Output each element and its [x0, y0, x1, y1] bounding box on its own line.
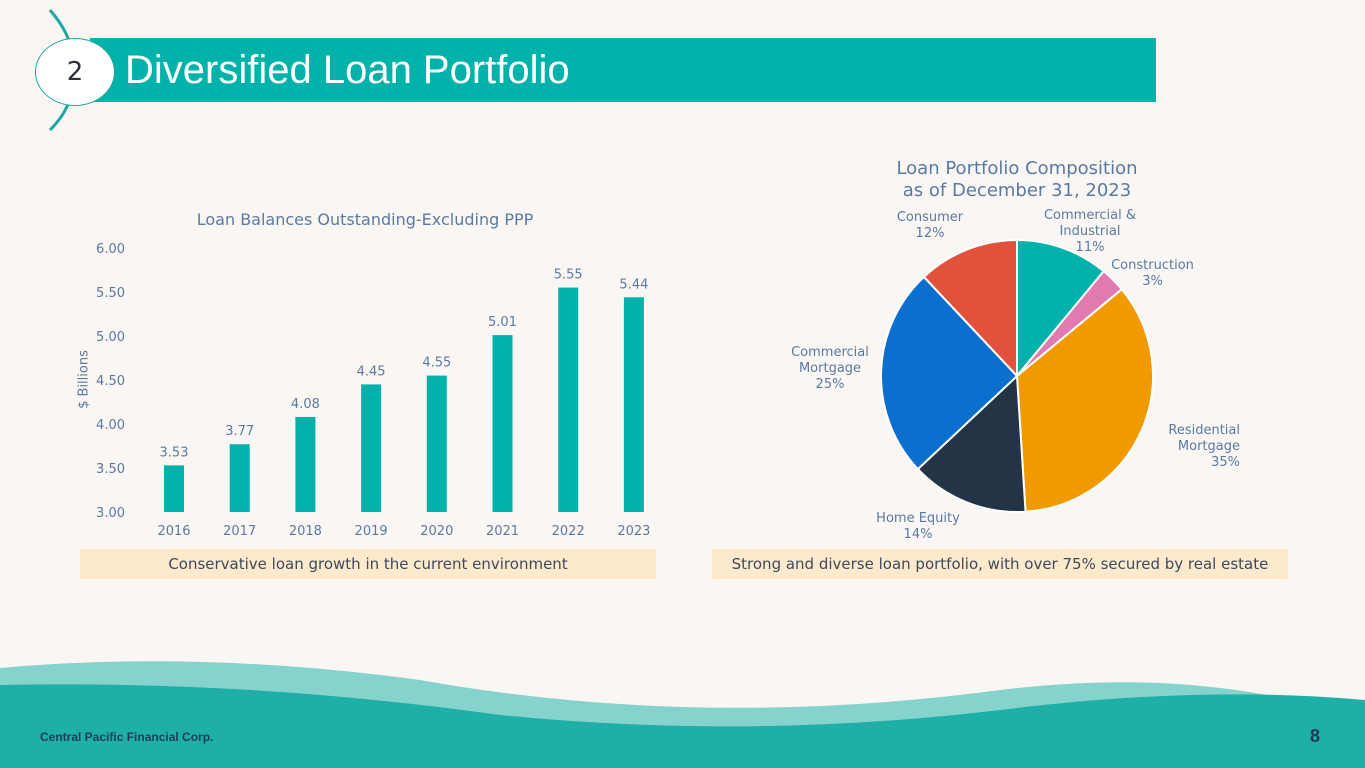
label-value: 25%	[815, 377, 845, 392]
page-title: Diversified Loan Portfolio	[125, 48, 570, 92]
label-line: Commercial &	[1043, 208, 1137, 223]
label-line: Residential	[1168, 423, 1240, 438]
label-value: 3%	[1142, 274, 1163, 289]
y-tick-label: 5.00	[96, 330, 125, 345]
label-line: Consumer	[896, 210, 964, 225]
bar-value-label: 4.45	[357, 364, 386, 379]
pie-title-line2: as of December 31, 2023	[902, 180, 1132, 201]
x-tick-label: 2016	[157, 524, 190, 539]
pie-slice-consumer	[922, 238, 1018, 379]
pie-label-commercial-mortgage: Commercial Mortgage 25%	[770, 345, 890, 393]
label-value: 12%	[915, 226, 945, 241]
label-value: 35%	[1211, 455, 1240, 470]
left-callout: Conservative loan growth in the current …	[80, 549, 656, 579]
bar-2016	[164, 465, 184, 512]
bar-2020	[426, 375, 447, 512]
pie-chart-title: Loan Portfolio Composition as of Decembe…	[867, 158, 1167, 202]
right-callout: Strong and diverse loan portfolio, with …	[712, 549, 1288, 579]
y-tick-label: 5.50	[96, 286, 125, 301]
y-tick-label: 3.00	[96, 506, 125, 521]
label-line: Construction	[1111, 258, 1194, 273]
pie-slice-commercial-mortgage	[880, 275, 1019, 471]
pie-label-home-equity: Home Equity 14%	[858, 511, 978, 543]
bar-2021	[492, 335, 513, 512]
pie-slice-home-equity	[916, 373, 1027, 513]
y-tick-label: 3.50	[96, 462, 125, 477]
pie-label-commercial-industrial: Commercial & Industrial 11%	[1030, 208, 1150, 256]
footer-wave-decoration	[0, 661, 1365, 768]
label-value: 11%	[1075, 240, 1105, 255]
pie-slice-commercial-industrial	[1016, 238, 1106, 379]
x-tick-label: 2017	[223, 524, 256, 539]
x-tick-label: 2019	[355, 524, 388, 539]
bar-2022	[558, 287, 579, 512]
label-line: Mortgage	[798, 361, 862, 376]
pie-chart	[880, 238, 1154, 513]
pie-title-line1: Loan Portfolio Composition	[896, 158, 1138, 179]
section-number-badge: 2	[35, 38, 115, 106]
bar-value-label: 3.77	[225, 424, 254, 439]
bar-chart-title: Loan Balances Outstanding-Excluding PPP	[196, 210, 534, 229]
label-line: Industrial	[1059, 224, 1121, 239]
title-bar	[90, 38, 1156, 102]
bar-value-label: 4.55	[422, 356, 451, 371]
y-tick-label: 4.00	[96, 418, 125, 433]
label-line: Mortgage	[1177, 439, 1240, 454]
bar-2017	[229, 444, 250, 512]
pie-slice-residential-mortgage	[1015, 287, 1154, 513]
bar-chart: 3.00 3.50 4.00 4.50 5.00 5.50 6.00 3.53 2016 3.77…	[96, 242, 650, 539]
bar-value-label: 5.01	[488, 315, 517, 330]
y-tick-label: 6.00	[96, 242, 125, 257]
bar-2018	[295, 416, 316, 512]
pie-label-construction: Construction 3%	[1100, 258, 1205, 290]
label-value: 14%	[903, 527, 933, 542]
x-tick-label: 2018	[289, 524, 322, 539]
label-line: Commercial	[791, 345, 869, 360]
bar-2023	[623, 297, 644, 512]
pie-label-consumer: Consumer 12%	[870, 210, 990, 242]
x-tick-label: 2023	[617, 524, 650, 539]
pie-label-residential-mortgage: Residential Mortgage 35%	[1140, 423, 1240, 471]
x-tick-label: 2022	[552, 524, 585, 539]
x-tick-label: 2020	[420, 524, 453, 539]
page-number: 8	[1310, 726, 1321, 746]
bar-value-label: 5.44	[619, 277, 648, 292]
x-tick-label: 2021	[486, 524, 519, 539]
bar-value-label: 3.53	[160, 445, 189, 460]
y-tick-label: 4.50	[96, 374, 125, 389]
bar-value-label: 4.08	[291, 397, 320, 412]
label-line: Home Equity	[876, 511, 960, 526]
bar-value-label: 5.55	[554, 268, 583, 283]
footer-company: Central Pacific Financial Corp.	[40, 730, 214, 744]
bar-2019	[361, 384, 382, 512]
